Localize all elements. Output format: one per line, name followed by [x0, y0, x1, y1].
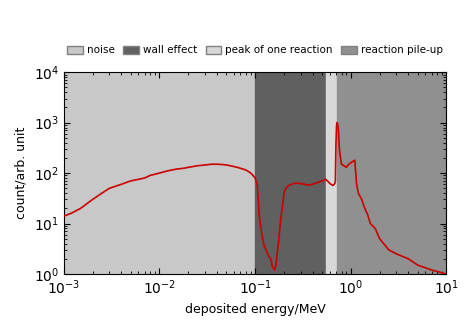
X-axis label: deposited energy/MeV: deposited energy/MeV: [185, 303, 326, 316]
Bar: [255, 72, 326, 274]
Bar: [64, 72, 255, 274]
Bar: [326, 72, 337, 274]
Bar: [337, 72, 447, 274]
Y-axis label: count/arb. unit: count/arb. unit: [15, 127, 28, 219]
Legend: noise, wall effect, peak of one reaction, reaction pile-up: noise, wall effect, peak of one reaction…: [63, 41, 447, 60]
